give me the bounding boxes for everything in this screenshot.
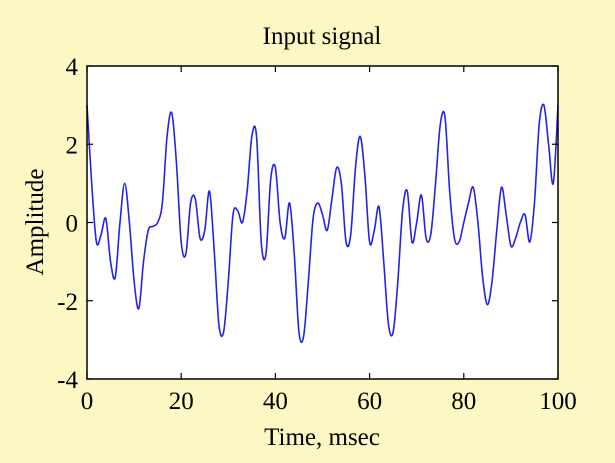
series-layer xyxy=(86,103,559,344)
y-tick-label-4: 4 xyxy=(66,54,79,81)
x-tick-label-4: 80 xyxy=(451,388,476,415)
plot-area xyxy=(87,66,558,379)
x-tick-label-0: 0 xyxy=(81,388,94,415)
x-axis-label: Time, msec xyxy=(264,424,380,451)
x-tick-label-5: 100 xyxy=(539,388,577,415)
y-tick-label-1: -2 xyxy=(57,289,78,316)
ticks-layer: 0 20 40 60 80 100 -4 -2 0 2 4 xyxy=(57,54,577,415)
y-tick-label-3: 2 xyxy=(66,132,79,159)
x-tick-label-2: 40 xyxy=(263,388,288,415)
x-tick-label-3: 60 xyxy=(357,388,382,415)
y-axis-label: Amplitude xyxy=(22,169,49,276)
chart-title: Input signal xyxy=(263,23,382,50)
x-tick-label-1: 20 xyxy=(169,388,194,415)
series-line-0 xyxy=(86,103,559,344)
y-tick-label-0: -4 xyxy=(57,367,78,394)
y-tick-label-2: 0 xyxy=(66,211,79,238)
